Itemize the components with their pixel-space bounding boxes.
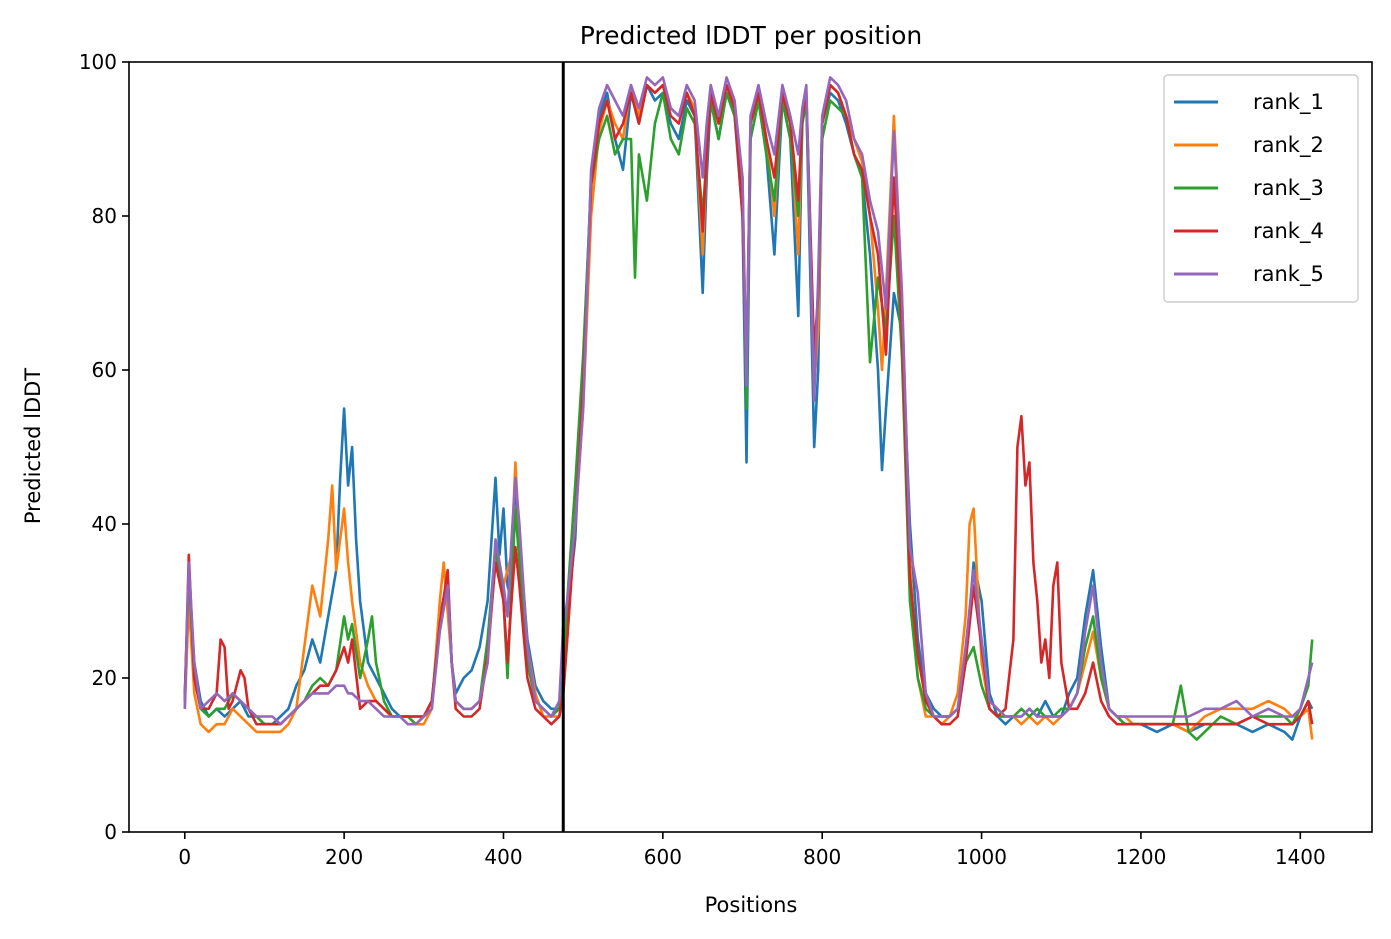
legend-label-rank-2: rank_2 [1253, 133, 1324, 158]
plot-area [128, 61, 1373, 833]
y-axis-label: Predicted lDDT [21, 368, 45, 524]
y-tick-label: 20 [92, 666, 117, 690]
legend: rank_1 rank_2 rank_3 rank_4 rank_5 [1163, 74, 1359, 303]
legend-label-rank-1: rank_1 [1253, 90, 1324, 115]
x-tick-label: 200 [325, 845, 363, 869]
chart-title: Predicted lDDT per position [580, 21, 922, 50]
x-tick-label: 1400 [1275, 845, 1326, 869]
y-tick-label: 100 [79, 50, 117, 74]
legend-label-rank-5: rank_5 [1253, 262, 1324, 287]
x-tick-label: 1200 [1115, 845, 1166, 869]
x-axis-label: Positions [705, 893, 798, 917]
x-tick-label: 0 [178, 845, 191, 869]
y-tick-label: 0 [104, 820, 117, 844]
y-axis-ticks: 0 20 40 60 80 100 [79, 50, 129, 844]
y-tick-label: 80 [92, 204, 117, 228]
x-tick-label: 1000 [956, 845, 1007, 869]
series-line-rank-5 [183, 76, 1314, 726]
legend-label-rank-3: rank_3 [1253, 176, 1324, 201]
x-tick-label: 600 [644, 845, 682, 869]
x-tick-label: 400 [484, 845, 522, 869]
x-tick-label: 800 [803, 845, 841, 869]
x-axis-ticks: 0 200 400 600 800 1000 1200 1400 [178, 832, 1326, 869]
axes-frame [128, 61, 1373, 833]
y-tick-label: 40 [92, 512, 117, 536]
y-tick-label: 60 [92, 358, 117, 382]
legend-box [1163, 74, 1359, 303]
legend-label-rank-4: rank_4 [1253, 219, 1324, 244]
series-lines [183, 76, 1314, 741]
